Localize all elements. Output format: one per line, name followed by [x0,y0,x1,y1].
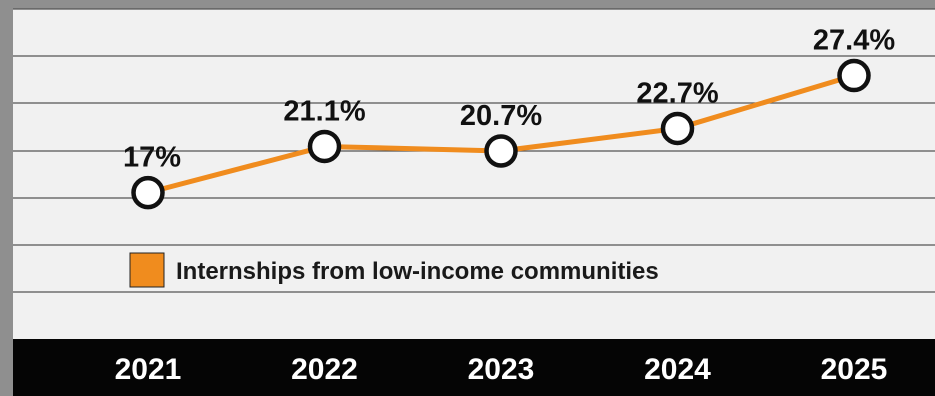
legend-swatch [129,252,165,288]
legend: Internships from low-income communities [129,252,659,288]
x-tick-2021: 2021 [115,353,182,386]
plot-area [13,9,935,339]
x-tick-2025: 2025 [821,353,888,386]
x-tick-labels: 2021 2022 2023 2024 2025 [115,353,888,386]
data-labels: 17% 21.1% 20.7% 22.7% 27.4% [123,25,895,174]
x-tick-2023: 2023 [468,353,535,386]
data-point-2024 [660,111,695,146]
gridlines [13,8,935,293]
data-point-2022 [307,129,342,164]
data-point-2023 [484,134,518,168]
data-label-2021: 17% [123,142,181,174]
data-point-2021 [131,175,165,210]
x-axis-bar [13,339,935,396]
series-line [145,73,857,196]
data-point-2025 [837,58,871,93]
data-label-2023: 20.7% [460,100,542,132]
series-line-layer [145,73,857,196]
legend-label: Internships from low-income communities [176,258,659,285]
data-label-2024: 22.7% [636,77,718,109]
data-label-2022: 21.1% [283,95,365,127]
x-tick-2022: 2022 [291,353,358,386]
data-points [131,58,871,210]
data-label-2025: 27.4% [813,25,895,57]
x-tick-2024: 2024 [644,353,711,386]
